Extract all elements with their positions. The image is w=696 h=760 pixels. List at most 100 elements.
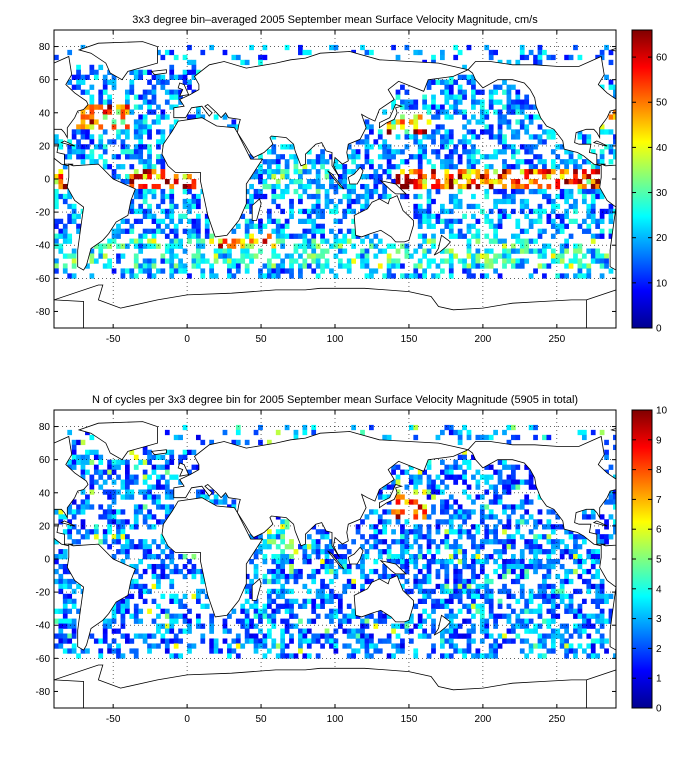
data-bin xyxy=(581,623,587,629)
data-bin xyxy=(595,598,601,604)
data-bin xyxy=(262,554,268,560)
data-bin xyxy=(471,213,476,220)
data-bin xyxy=(80,159,86,165)
data-bin xyxy=(346,258,352,264)
data-bin xyxy=(613,434,616,441)
data-bin xyxy=(493,268,498,274)
data-bin xyxy=(280,563,286,570)
data-bin xyxy=(62,514,68,520)
data-bin xyxy=(408,154,414,160)
data-bin xyxy=(524,499,530,505)
data-bin xyxy=(462,519,467,525)
data-bin xyxy=(431,183,436,190)
data-bin xyxy=(510,539,516,545)
data-bin xyxy=(488,223,494,229)
data-bin xyxy=(488,99,494,105)
data-bin xyxy=(311,238,317,244)
data-bin xyxy=(528,104,534,110)
data-bin xyxy=(466,263,472,269)
data-bin xyxy=(209,499,215,505)
data-bin xyxy=(506,253,512,259)
data-bin xyxy=(147,474,152,480)
data-bin xyxy=(120,228,126,234)
data-bin xyxy=(284,544,290,550)
data-bin xyxy=(329,179,334,185)
x-tick-label: -50 xyxy=(106,714,121,725)
data-bin xyxy=(404,248,410,254)
data-bin xyxy=(524,638,530,644)
data-bin xyxy=(258,223,263,229)
data-bin xyxy=(564,248,569,254)
data-bin xyxy=(337,263,343,269)
data-bin xyxy=(400,183,405,190)
data-bin xyxy=(422,554,427,560)
data-bin xyxy=(138,119,144,125)
data-bin xyxy=(608,534,614,540)
data-bin xyxy=(337,218,343,224)
data-bin xyxy=(373,648,379,654)
data-bin xyxy=(58,514,64,520)
data-bin xyxy=(76,124,81,130)
data-bin xyxy=(573,539,578,545)
data-bin xyxy=(360,583,365,590)
data-bin xyxy=(244,218,250,224)
data-bin xyxy=(164,514,170,520)
data-bin xyxy=(302,208,308,215)
data-bin xyxy=(510,109,516,115)
data-bin xyxy=(528,484,534,490)
data-bin xyxy=(289,253,294,259)
data-bin xyxy=(169,183,175,190)
data-bin xyxy=(391,179,396,185)
data-bin xyxy=(559,643,565,649)
data-bin xyxy=(599,149,605,155)
data-bin xyxy=(413,154,419,160)
data-bin xyxy=(222,628,228,634)
data-bin xyxy=(54,578,59,585)
data-bin xyxy=(231,608,237,614)
data-bin xyxy=(76,439,81,446)
data-bin xyxy=(453,459,459,465)
data-bin xyxy=(479,119,485,125)
data-bin xyxy=(333,613,339,619)
continent-cuba xyxy=(592,140,608,147)
data-bin xyxy=(519,169,525,175)
data-bin xyxy=(471,593,476,600)
data-bin xyxy=(577,223,583,229)
data-bin xyxy=(373,618,379,624)
data-bin xyxy=(133,454,139,460)
data-bin xyxy=(435,529,441,535)
data-bin xyxy=(289,213,294,220)
data-bin xyxy=(417,479,423,485)
data-bin xyxy=(462,89,467,95)
data-bin xyxy=(298,183,303,190)
data-bin xyxy=(293,598,299,604)
data-bin xyxy=(111,469,117,475)
data-bin xyxy=(573,544,578,550)
data-bin xyxy=(444,174,450,180)
data-bin xyxy=(351,183,357,190)
data-bin xyxy=(528,469,534,475)
data-bin xyxy=(111,509,117,515)
data-bin xyxy=(178,603,183,609)
data-bin xyxy=(195,223,201,229)
data-bin xyxy=(138,459,144,465)
data-bin xyxy=(413,49,419,56)
data-bin xyxy=(191,193,197,200)
data-bin xyxy=(524,464,530,470)
data-bin xyxy=(85,534,90,540)
data-bin xyxy=(471,554,476,560)
data-bin xyxy=(422,149,427,155)
data-bin xyxy=(111,124,117,130)
data-bin xyxy=(306,183,312,190)
data-bin xyxy=(382,568,388,575)
data-bin xyxy=(306,213,312,220)
data-bin xyxy=(258,549,263,555)
data-bin xyxy=(156,203,161,210)
data-bin xyxy=(426,104,432,110)
data-bin xyxy=(453,628,459,634)
data-bin xyxy=(586,618,592,624)
data-bin xyxy=(329,268,334,274)
data-bin xyxy=(453,94,459,100)
data-bin xyxy=(302,233,308,239)
data-bin xyxy=(360,534,365,540)
